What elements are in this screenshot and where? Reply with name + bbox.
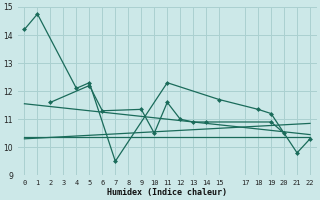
X-axis label: Humidex (Indice chaleur): Humidex (Indice chaleur)	[107, 188, 227, 197]
